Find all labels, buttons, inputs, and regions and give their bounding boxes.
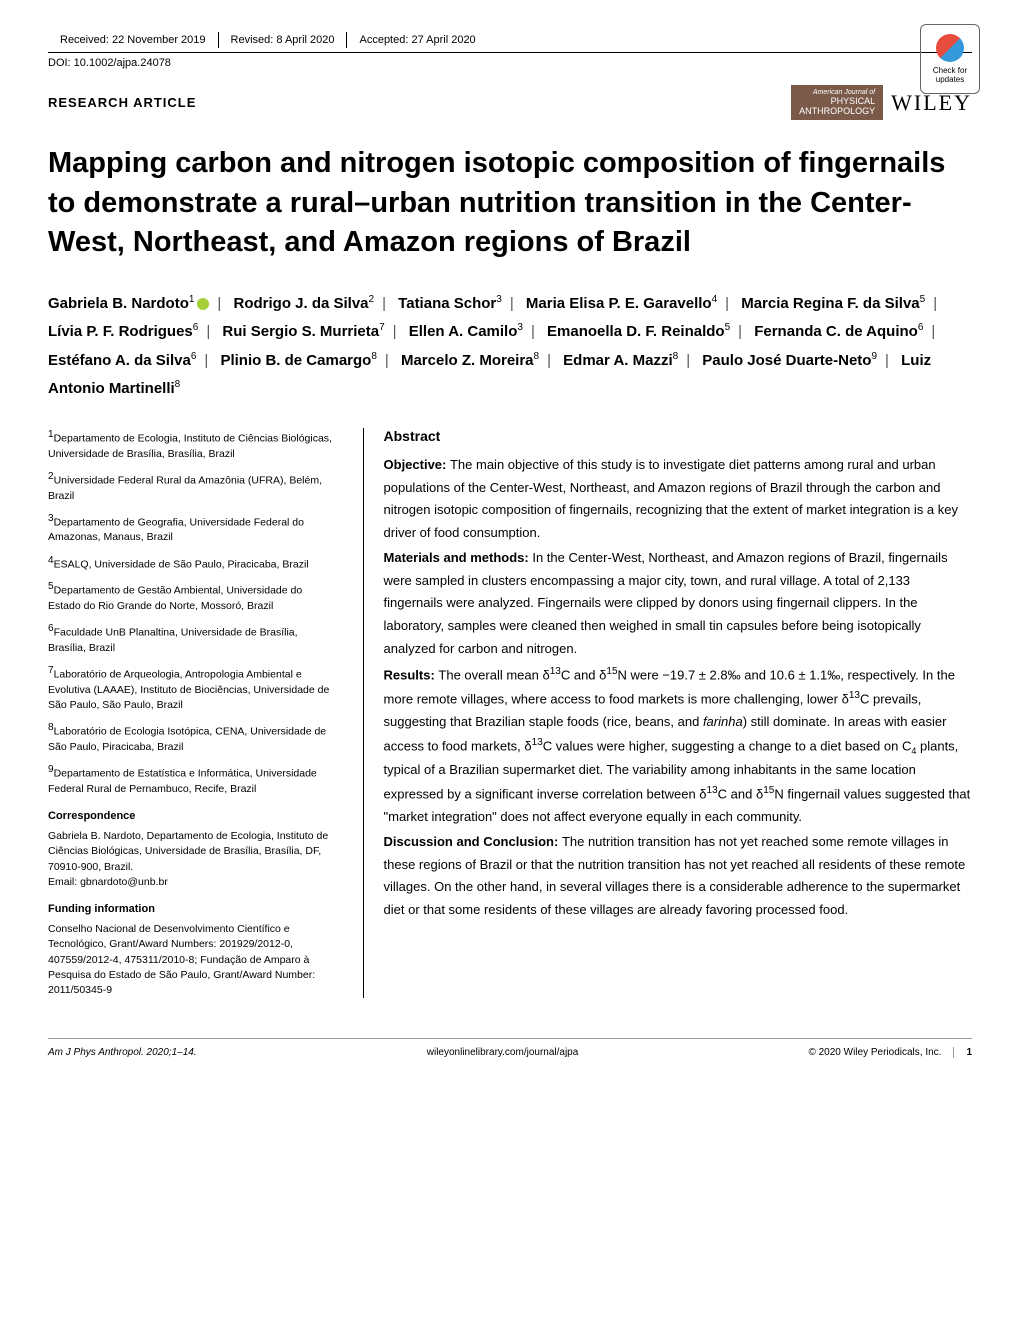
abstract-column: Abstract Objective: The main objective o…: [363, 428, 972, 998]
objective-text: The main objective of this study is to i…: [384, 457, 958, 540]
affiliation: 7Laboratório de Arqueologia, Antropologi…: [48, 664, 335, 713]
funding-heading: Funding information: [48, 902, 335, 918]
received-date: Received: 22 November 2019: [48, 32, 219, 48]
affiliation: 1Departamento de Ecologia, Instituto de …: [48, 428, 335, 462]
results-label: Results:: [384, 667, 439, 682]
author: Paulo José Duarte-Neto9: [702, 352, 877, 369]
affiliation: 2Universidade Federal Rural da Amazônia …: [48, 470, 335, 504]
article-title: Mapping carbon and nitrogen isotopic com…: [48, 144, 972, 261]
discussion-label: Discussion and Conclusion:: [384, 834, 562, 849]
journal-line3: ANTHROPOLOGY: [799, 107, 875, 117]
journal-name-box: American Journal of PHYSICAL ANTHROPOLOG…: [791, 85, 883, 120]
article-type: RESEARCH ARTICLE: [48, 95, 196, 110]
objective-label: Objective:: [384, 457, 450, 472]
footer-copyright: © 2020 Wiley Periodicals, Inc.: [808, 1047, 941, 1058]
author: Gabriela B. Nardoto1: [48, 295, 209, 312]
revised-date: Revised: 8 April 2020: [219, 32, 348, 48]
crossmark-icon: [936, 34, 964, 62]
author: Emanoella D. F. Reinaldo5: [547, 323, 730, 340]
author: Rui Sergio S. Murrieta7: [222, 323, 384, 340]
correspondence-heading: Correspondence: [48, 809, 335, 825]
orcid-icon[interactable]: [197, 298, 209, 310]
footer-citation: Am J Phys Anthropol. 2020;1–14.: [48, 1047, 197, 1058]
page-number: 1: [953, 1047, 972, 1058]
author: Plinio B. de Camargo8: [220, 352, 376, 369]
funding-text: Conselho Nacional de Desenvolvimento Cie…: [48, 922, 335, 998]
abstract-heading: Abstract: [384, 428, 972, 444]
accepted-date: Accepted: 27 April 2020: [347, 32, 487, 48]
results-paragraph: Results: The overall mean δ13C and δ15N …: [384, 663, 972, 829]
author: Fernanda C. de Aquino6: [754, 323, 923, 340]
affiliation: 9Departamento de Estatística e Informáti…: [48, 763, 335, 797]
page-footer: Am J Phys Anthropol. 2020;1–14. wileyonl…: [48, 1038, 972, 1058]
author: Ellen A. Camilo3: [409, 323, 523, 340]
affiliation: 4ESALQ, Universidade de São Paulo, Pirac…: [48, 554, 335, 573]
author: Edmar A. Mazzi8: [563, 352, 678, 369]
affiliation: 8Laboratório de Ecologia Isotópica, CENA…: [48, 721, 335, 755]
correspondence-email: Email: gbnardoto@unb.br: [48, 875, 335, 890]
author: Lívia P. F. Rodrigues6: [48, 323, 198, 340]
author: Marcia Regina F. da Silva5: [741, 295, 925, 312]
email-link[interactable]: gbnardoto@unb.br: [80, 876, 168, 888]
doi: DOI: 10.1002/ajpa.24078: [48, 57, 972, 69]
materials-label: Materials and methods:: [384, 550, 533, 565]
materials-text: In the Center-West, Northeast, and Amazo…: [384, 550, 948, 656]
author: Rodrigo J. da Silva2: [234, 295, 375, 312]
left-column: 1Departamento de Ecologia, Instituto de …: [48, 428, 335, 998]
affiliation: 6Faculdade UnB Planaltina, Universidade …: [48, 622, 335, 656]
author: Marcelo Z. Moreira8: [401, 352, 539, 369]
abstract-body: Objective: The main objective of this st…: [384, 454, 972, 922]
author: Tatiana Schor3: [398, 295, 502, 312]
header-dates-row: Received: 22 November 2019 Revised: 8 Ap…: [48, 32, 972, 53]
check-updates-badge[interactable]: Check for updates: [920, 24, 980, 94]
affiliation: 5Departamento de Gestão Ambiental, Unive…: [48, 580, 335, 614]
footer-url[interactable]: wileyonlinelibrary.com/journal/ajpa: [427, 1047, 579, 1058]
affiliation: 3Departamento de Geografia, Universidade…: [48, 512, 335, 546]
check-updates-label: Check for updates: [921, 66, 979, 84]
author-list: Gabriela B. Nardoto1| Rodrigo J. da Silv…: [48, 290, 972, 404]
author: Estéfano A. da Silva6: [48, 352, 196, 369]
author: Maria Elisa P. E. Garavello4: [526, 295, 717, 312]
correspondence-text: Gabriela B. Nardoto, Departamento de Eco…: [48, 829, 335, 875]
